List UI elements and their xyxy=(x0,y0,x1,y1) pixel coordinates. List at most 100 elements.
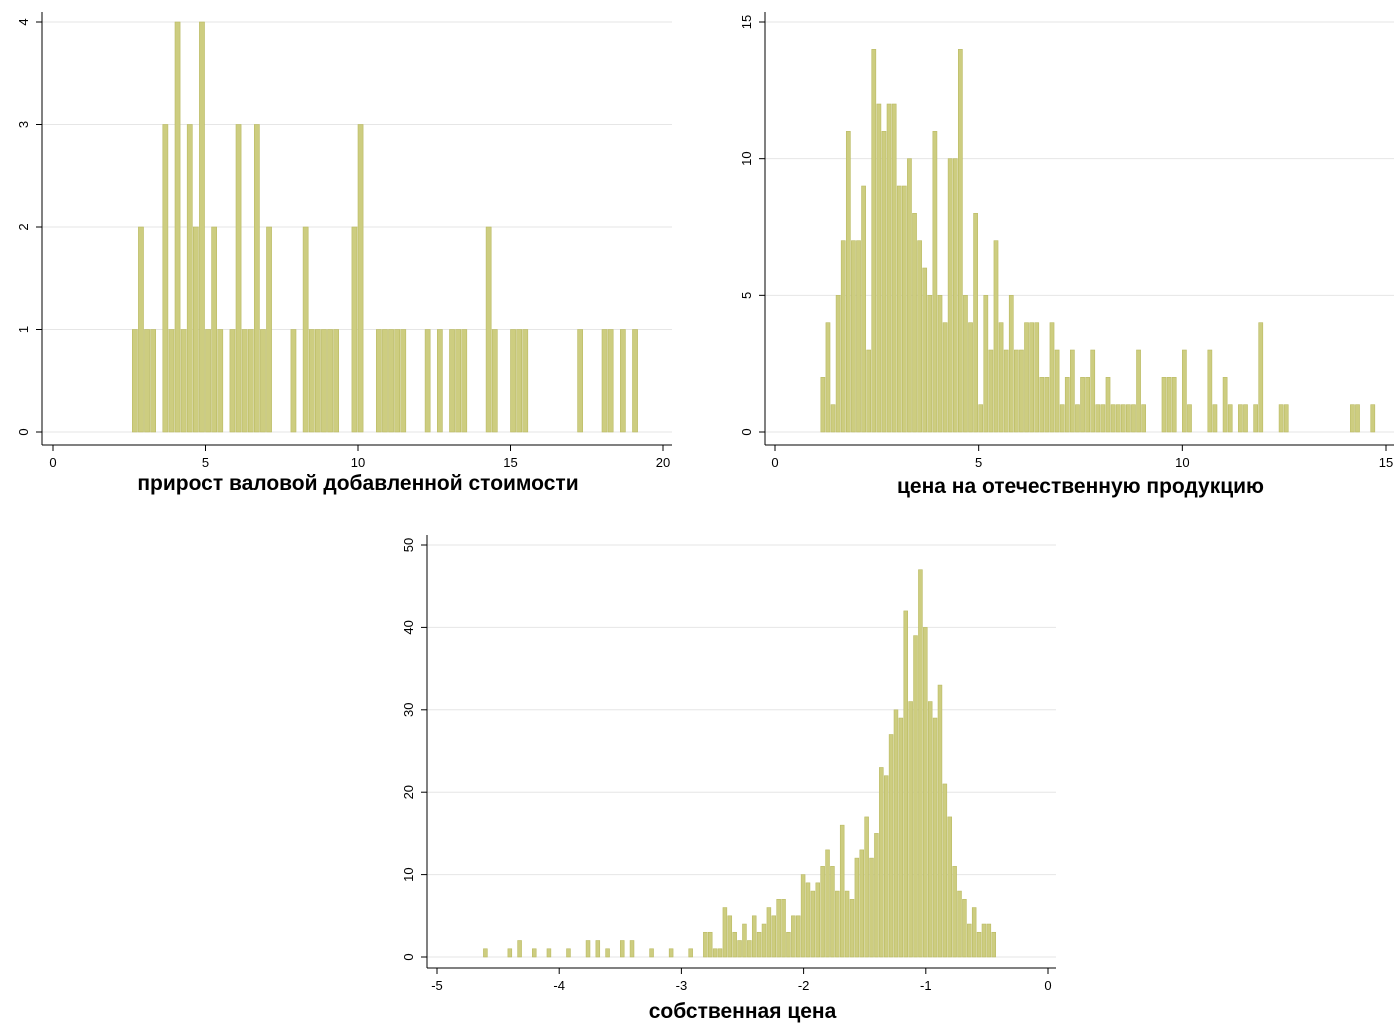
histogram-bar xyxy=(820,377,826,433)
histogram-bar xyxy=(566,948,571,958)
histogram-bar xyxy=(871,49,877,433)
histogram-bar xyxy=(314,329,321,433)
histogram-bar xyxy=(973,213,978,433)
histogram-bar xyxy=(761,923,767,958)
histogram-bar xyxy=(1049,322,1055,433)
histogram-bar xyxy=(1039,377,1045,433)
y-tick-label: 1 xyxy=(16,326,31,333)
histogram-bar xyxy=(205,329,211,433)
histogram-bar xyxy=(947,158,953,433)
y-tick-label: 0 xyxy=(739,428,754,435)
histogram-bar xyxy=(290,329,297,433)
histogram-bar xyxy=(186,124,193,433)
x-tick-label: 10 xyxy=(1175,455,1189,470)
y-tick-label: 4 xyxy=(16,18,31,25)
y-tick-label: 30 xyxy=(401,703,416,717)
y-tick-label: 2 xyxy=(16,223,31,230)
histogram-bar xyxy=(1085,377,1090,433)
histogram-bar xyxy=(1054,349,1060,433)
x-axis-title: собственная цена xyxy=(649,1000,837,1023)
histogram-bar xyxy=(491,329,498,433)
x-tick-label: -5 xyxy=(431,978,443,993)
histogram-bar xyxy=(619,329,626,433)
histogram-bar xyxy=(302,226,309,433)
histogram-bar xyxy=(1075,404,1080,433)
histogram-bar xyxy=(845,131,851,433)
histogram-bar xyxy=(993,240,999,433)
histogram-bar xyxy=(835,295,841,433)
histogram-bar xyxy=(869,857,874,958)
histogram-bar xyxy=(998,322,1004,433)
histogram-bar xyxy=(893,709,899,958)
x-tick-label: 5 xyxy=(975,455,982,470)
histogram-bar xyxy=(942,322,948,433)
histogram-bar xyxy=(907,158,912,433)
histogram-bar xyxy=(908,701,913,958)
histogram-bar xyxy=(532,948,537,958)
histogram-bar xyxy=(1105,377,1111,433)
histogram-bar xyxy=(986,923,992,958)
histogram-bar xyxy=(756,931,762,958)
histogram-bar xyxy=(211,226,218,433)
histogram-bar xyxy=(978,404,984,433)
histogram-bar xyxy=(830,404,836,433)
x-tick-label: 0 xyxy=(49,455,56,470)
histogram-bar xyxy=(162,124,169,433)
histogram-bar xyxy=(917,240,922,433)
histogram-bar xyxy=(703,931,708,958)
histogram-bar xyxy=(1182,349,1187,433)
histogram-bar xyxy=(1136,349,1141,433)
x-tick-label: 0 xyxy=(1044,978,1051,993)
histogram-bar xyxy=(1019,349,1024,433)
histogram-bar xyxy=(483,948,488,958)
histogram-bar xyxy=(957,49,963,433)
histogram-bar xyxy=(375,329,382,433)
histogram-bar xyxy=(1095,404,1101,433)
histogram-bar xyxy=(727,915,733,958)
plot: 0 1 2 3 4 0 5 10 15 20 прирост валовой добавленной… xyxy=(16,12,672,495)
histogram-bar xyxy=(1350,404,1355,433)
histogram-bar xyxy=(737,940,742,958)
histogram-bar xyxy=(1207,349,1213,433)
histogram-bar xyxy=(174,21,181,433)
histogram-bar xyxy=(881,131,887,433)
histogram-bar xyxy=(874,833,879,958)
histogram-bar xyxy=(632,329,638,433)
histogram-bar xyxy=(1222,377,1228,433)
histogram-bar xyxy=(742,923,747,958)
histogram-bar xyxy=(849,899,855,958)
histogram-bar xyxy=(266,226,272,433)
histogram-bar xyxy=(254,124,260,433)
histogram-bar xyxy=(522,329,529,433)
histogram-bar xyxy=(150,329,157,433)
histogram-bar xyxy=(922,267,928,433)
histogram-bar xyxy=(810,890,816,958)
histogram-bar xyxy=(1024,322,1029,433)
histogram-bar xyxy=(786,931,791,958)
x-tick-label: -1 xyxy=(920,978,932,993)
histogram-bar xyxy=(247,329,254,433)
histogram-bar xyxy=(649,948,654,958)
histogram-bar xyxy=(1029,322,1034,433)
histogram-bar xyxy=(947,816,952,958)
histogram-bar xyxy=(791,915,796,958)
histogram-bar xyxy=(308,329,315,433)
histogram-bar xyxy=(879,767,884,958)
histogram-bar xyxy=(927,295,933,433)
histogram-bar xyxy=(605,948,610,958)
histogram-bar xyxy=(805,882,811,958)
histogram-bar xyxy=(1044,377,1050,433)
histogram-bar xyxy=(952,158,958,433)
histogram-bar xyxy=(918,569,923,958)
histogram-bar xyxy=(516,329,522,433)
histogram-bar xyxy=(394,329,401,433)
histogram-bar xyxy=(717,948,723,958)
histogram-bar xyxy=(436,329,443,433)
x-tick-label: -3 xyxy=(676,978,688,993)
histogram-bar xyxy=(424,329,431,433)
histogram-bar xyxy=(507,948,513,958)
histogram-bar xyxy=(830,866,835,958)
histogram-bar xyxy=(629,940,635,958)
histogram-bar xyxy=(820,866,825,958)
